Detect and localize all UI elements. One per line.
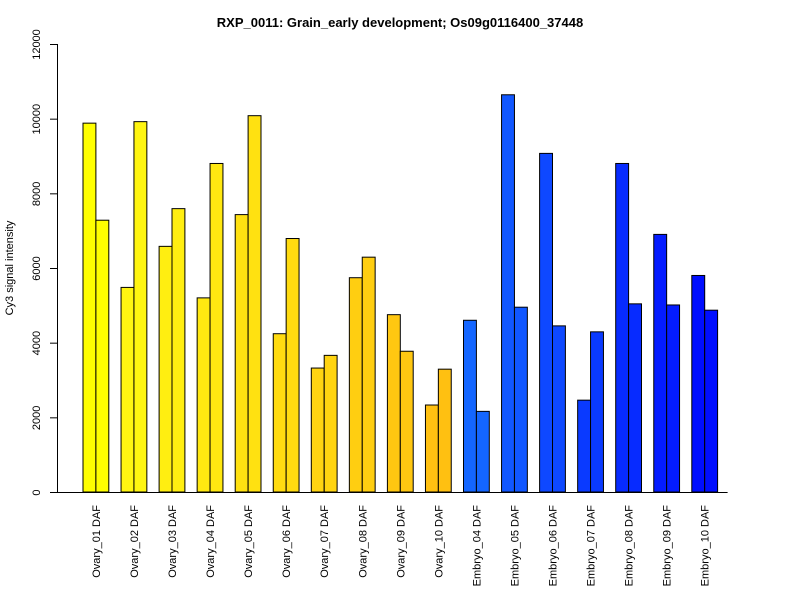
bar	[539, 152, 553, 493]
bar	[513, 306, 528, 493]
x-tick-label: Embryo_08 DAF	[624, 505, 636, 587]
bar	[475, 410, 490, 493]
bar	[348, 277, 363, 493]
x-tick-label: Ovary_07 DAF	[319, 505, 331, 578]
bar	[209, 162, 224, 493]
x-tick-label: Ovary_01 DAF	[91, 505, 103, 578]
x-tick-label: Ovary_02 DAF	[129, 505, 141, 578]
bar	[234, 214, 249, 493]
bar	[285, 238, 300, 493]
bar	[399, 350, 414, 493]
x-tick-label: Embryo_05 DAF	[509, 505, 521, 587]
y-tick-label: 10000	[31, 104, 43, 135]
x-tick-label: Embryo_10 DAF	[700, 505, 712, 587]
bar	[590, 331, 604, 493]
y-tick-label: 4000	[31, 331, 43, 355]
bar	[653, 233, 668, 493]
bar	[628, 303, 642, 493]
bar	[196, 297, 211, 493]
x-tick-label: Embryo_09 DAF	[662, 505, 674, 587]
x-tick-label: Embryo_04 DAF	[471, 505, 483, 587]
bar	[463, 319, 477, 493]
y-axis-label: Cy3 signal intensity	[4, 220, 16, 315]
bar	[310, 367, 325, 493]
bar	[361, 256, 376, 493]
y-tick-label: 2000	[31, 406, 43, 430]
bar	[691, 274, 706, 493]
bar	[552, 325, 566, 493]
y-tick-label: 8000	[31, 182, 43, 206]
bar	[666, 304, 681, 493]
bar	[120, 286, 135, 493]
y-tick-label: 0	[31, 489, 43, 495]
x-tick-label: Ovary_05 DAF	[243, 505, 255, 578]
x-tick-label: Ovary_08 DAF	[357, 505, 369, 578]
bar	[615, 162, 630, 493]
bar	[501, 94, 515, 493]
bar	[577, 399, 592, 493]
bar	[247, 115, 262, 493]
bar	[386, 314, 401, 493]
y-tick-label: 12000	[31, 29, 43, 60]
x-tick-label: Ovary_04 DAF	[205, 505, 217, 578]
x-tick-label: Ovary_06 DAF	[281, 505, 293, 578]
x-tick-label: Embryo_07 DAF	[586, 505, 598, 587]
x-tick-label: Embryo_06 DAF	[548, 505, 560, 587]
y-axis: 0 2000 4000 6000 8000 10000 12000	[31, 29, 58, 496]
bar	[133, 121, 148, 493]
bar	[272, 333, 287, 493]
bar	[437, 368, 452, 493]
bar	[424, 404, 439, 493]
x-axis: Ovary_01 DAF Ovary_02 DAF Ovary_03 DAF Ovar…	[57, 492, 728, 587]
x-tick-label: Ovary_03 DAF	[167, 505, 179, 578]
x-tick-label: Ovary_10 DAF	[433, 505, 445, 578]
bar	[95, 219, 110, 493]
bar	[158, 245, 173, 493]
y-tick-label: 6000	[31, 256, 43, 280]
chart-title: RXP_0011: Grain_early development; Os09g…	[217, 15, 583, 30]
bars-group	[82, 94, 719, 493]
bar	[323, 354, 338, 493]
bar	[171, 208, 186, 493]
x-tick-label: Ovary_09 DAF	[395, 505, 407, 578]
bar	[704, 309, 719, 493]
bar	[82, 122, 97, 493]
